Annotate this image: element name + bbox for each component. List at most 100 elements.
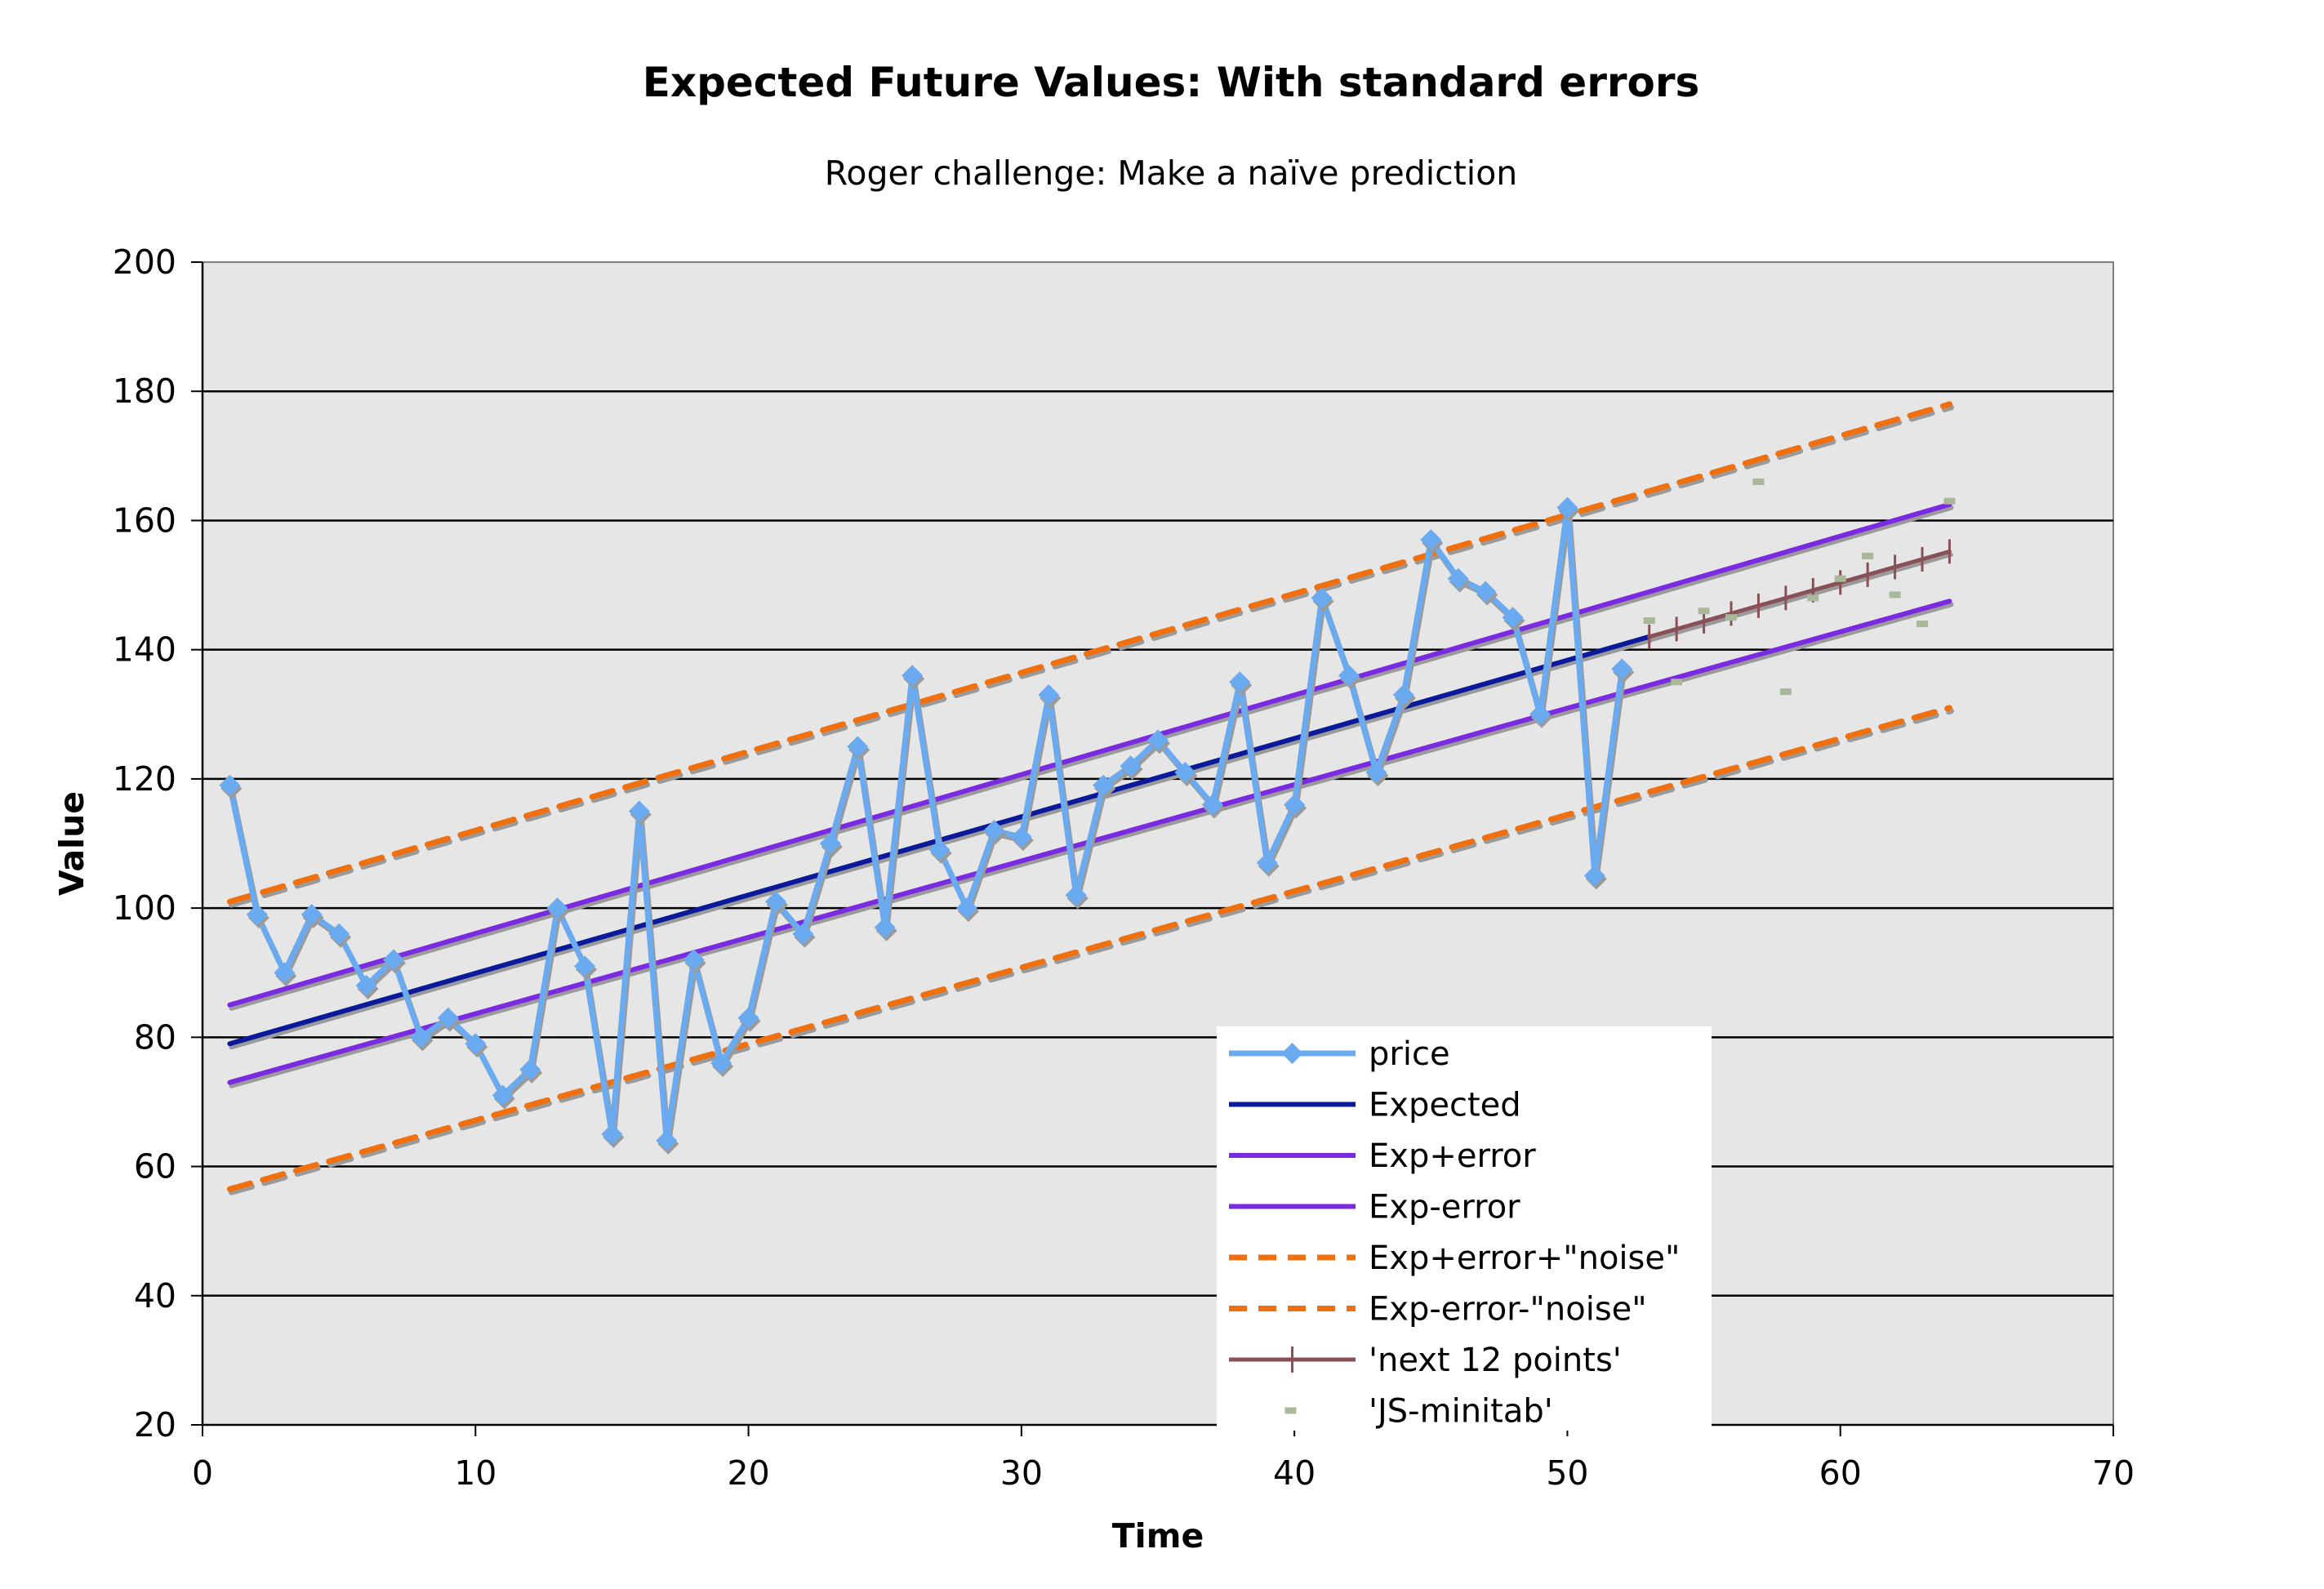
y-tick-label-120: 120 (113, 759, 176, 799)
y-tick-label-200: 200 (113, 243, 176, 282)
legend: price Expected Exp+error Exp-error Exp+error… (1217, 1026, 1712, 1431)
series-price (219, 496, 1635, 1155)
y-tick-label-80: 80 (134, 1017, 176, 1057)
price-point (1583, 865, 1605, 887)
price-point (1365, 761, 1387, 783)
legend-label-exp-error-noise: Exp-error-"noise" (1369, 1291, 1647, 1329)
legend-label-expected: Expected (1369, 1087, 1521, 1124)
price-point (492, 1084, 514, 1106)
price-point (1338, 665, 1360, 687)
price-point (274, 962, 296, 984)
price-point (819, 833, 841, 854)
minitab-point (1725, 614, 1737, 621)
series-exp-error-noise (226, 705, 1954, 1195)
price-point (1147, 729, 1169, 751)
price-point (1284, 794, 1306, 816)
plot-area (202, 261, 2114, 1426)
series-line-exp-error-noise (226, 705, 1952, 1192)
price-point (683, 949, 705, 971)
legend-marker-minitab (1284, 1407, 1297, 1414)
price-point (1475, 581, 1497, 603)
minitab-point (1917, 621, 1928, 628)
price-point (1229, 671, 1251, 693)
price-point (219, 774, 241, 796)
y-tick-label-180: 180 (113, 372, 176, 411)
chart-subtitle: Roger challenge: Make a naïve prediction (825, 154, 1518, 193)
legend-item-exp-error: Exp-error (1229, 1189, 1520, 1226)
x-tick-label-70: 70 (2092, 1453, 2135, 1493)
price-point (1201, 794, 1223, 816)
price-point (928, 839, 951, 861)
axes: 20 40 60 80 100 120 140 160 180 200 0 10 20 30 40 50 60 7… (113, 243, 2135, 1493)
price-point (574, 955, 595, 977)
legend-label-exp-error: Exp+error (1369, 1137, 1536, 1175)
price-point (355, 975, 377, 997)
legend-label-js-minitab: 'JS-minitab' (1369, 1393, 1553, 1431)
minitab-point (1643, 617, 1655, 625)
legend-item-js-minitab: 'JS-minitab' (1284, 1393, 1553, 1431)
price-point (1611, 658, 1633, 680)
legend-item-exp-error: Exp+error (1229, 1137, 1536, 1175)
x-tick-label-0: 0 (192, 1453, 213, 1493)
legend-label-price: price (1369, 1035, 1450, 1073)
series-line-exp-error (227, 501, 1952, 1008)
price-point (1447, 568, 1469, 590)
series-exp-error-noise (226, 401, 1954, 908)
price-point (383, 949, 404, 971)
series-exp-error (227, 501, 1954, 1011)
y-axis-title: Value (52, 791, 91, 896)
y-tick-label-60: 60 (134, 1147, 176, 1186)
x-tick-label-50: 50 (1546, 1453, 1588, 1493)
legend-label-exp-error-noise: Exp+error+"noise" (1369, 1240, 1680, 1277)
y-tick-label-40: 40 (134, 1276, 176, 1315)
series-shadow-exp-error-noise (228, 708, 1954, 1195)
price-point (1256, 852, 1278, 874)
legend-item-exp-error-noise: Exp-error-"noise" (1229, 1291, 1647, 1329)
legend-item-next-12-points: 'next 12 points' (1229, 1342, 1622, 1379)
price-point (792, 923, 814, 945)
x-tick-label-20: 20 (727, 1453, 769, 1493)
legend-item-expected: Expected (1229, 1087, 1521, 1124)
price-point (1010, 826, 1032, 848)
series-line-next-12-points (1647, 549, 1952, 639)
series-line-price (226, 505, 1625, 1144)
x-tick-label-60: 60 (1819, 1453, 1862, 1493)
price-point (983, 820, 1005, 842)
y-tick-label-140: 140 (113, 630, 176, 670)
series-shadow-next-12-points (1649, 552, 1953, 643)
price-point (1065, 884, 1087, 906)
price-point (1120, 755, 1142, 777)
price-point (437, 1007, 459, 1029)
price-point (902, 665, 924, 687)
price-point (1311, 587, 1333, 609)
y-tick-label-100: 100 (113, 888, 176, 928)
legend-item-exp-error-noise: Exp+error+"noise" (1229, 1240, 1680, 1277)
price-point (765, 891, 786, 913)
minitab-point (1889, 591, 1901, 599)
x-tick-label-30: 30 (1000, 1453, 1043, 1493)
price-point (956, 897, 977, 919)
price-point (628, 800, 650, 822)
legend-item-price: price (1229, 1035, 1450, 1073)
x-tick-label-10: 10 (454, 1453, 496, 1493)
legend-marker-price (1281, 1043, 1303, 1064)
minitab-point (1779, 688, 1792, 696)
price-point (1174, 761, 1196, 783)
minitab-point (1807, 594, 1819, 602)
series-js-minitab (1643, 478, 1956, 696)
series-shadow-exp-error-noise (228, 404, 1954, 908)
minitab-point (1943, 497, 1956, 505)
price-point (246, 904, 268, 926)
series-layer (219, 401, 1956, 1195)
price-point (737, 1007, 759, 1029)
x-tick-label-40: 40 (1273, 1453, 1316, 1493)
price-point (847, 736, 869, 758)
price-point (656, 1129, 678, 1151)
price-point (1420, 529, 1442, 551)
minitab-point (1752, 478, 1765, 485)
price-point (1392, 684, 1414, 706)
legend-box (1217, 1026, 1712, 1431)
series-shadow-exp-error (229, 505, 1954, 1011)
minitab-point (1834, 575, 1846, 582)
